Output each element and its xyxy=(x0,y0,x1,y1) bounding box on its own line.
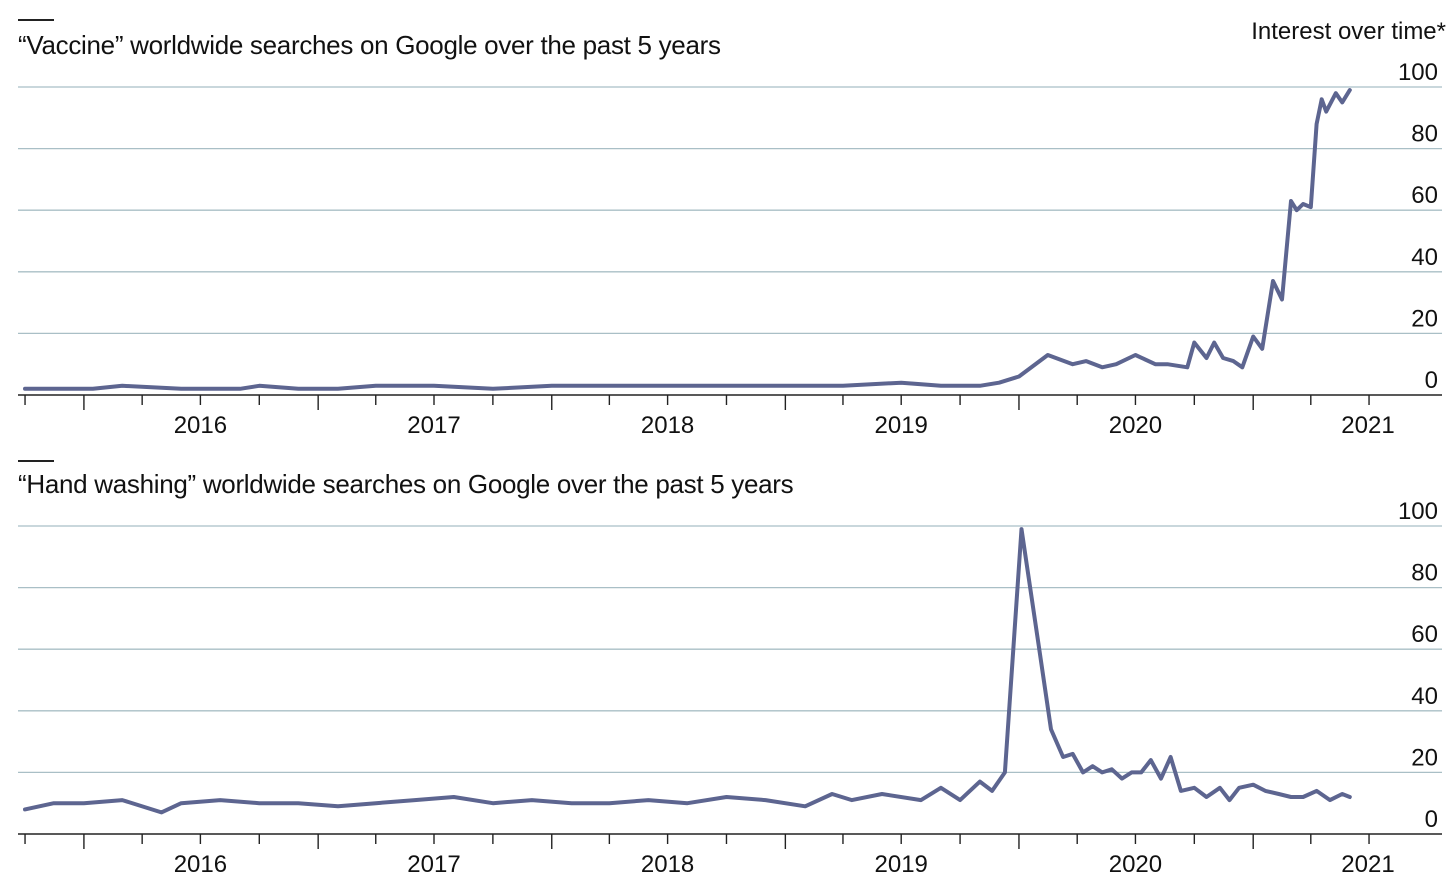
chart-2-year-label: 2018 xyxy=(641,851,694,878)
chart-2-year-label: 2016 xyxy=(174,851,227,878)
chart-1-y-tick-label: 40 xyxy=(1411,244,1438,271)
chart-2-year-label: 2021 xyxy=(1341,851,1394,878)
chart-1-series-line xyxy=(23,88,1352,391)
chart-2-y-tick-label: 40 xyxy=(1411,683,1438,710)
chart-2-y-tick-label: 20 xyxy=(1411,744,1438,771)
chart-1-year-label: 2017 xyxy=(407,412,460,439)
chart-2-year-label: 2020 xyxy=(1109,851,1162,878)
chart-1-year-label: 2021 xyxy=(1341,412,1394,439)
chart-1-y-tick-label: 60 xyxy=(1411,182,1438,209)
chart-2-title: “Hand washing” worldwide searches on Goo… xyxy=(18,469,794,499)
chart-1-units-label: Interest over time* xyxy=(1251,18,1446,45)
chart-2-y-tick-label: 100 xyxy=(1398,498,1438,525)
chart-2-year-label: 2019 xyxy=(875,851,928,878)
chart-2-year-label: 2017 xyxy=(407,851,460,878)
chart-1-y-tick-label: 100 xyxy=(1398,59,1438,86)
chart-1-title-rule xyxy=(18,19,54,21)
chart-1-year-label: 2018 xyxy=(641,412,694,439)
chart-1-year-label: 2019 xyxy=(875,412,928,439)
chart-2-series-line xyxy=(23,527,1352,815)
chart-1-year-label: 2016 xyxy=(174,412,227,439)
chart-1-y-tick-label: 80 xyxy=(1411,121,1438,148)
chart-2-y-tick-label: 0 xyxy=(1425,806,1438,833)
chart-2-title-rule xyxy=(18,460,54,462)
chart-1-year-label: 2020 xyxy=(1109,412,1162,439)
chart-1-y-tick-label: 0 xyxy=(1425,367,1438,394)
chart-1-y-tick-label: 20 xyxy=(1411,305,1438,332)
chart-1-title: “Vaccine” worldwide searches on Google o… xyxy=(18,30,721,60)
chart-2-y-tick-label: 60 xyxy=(1411,621,1438,648)
chart-2-y-tick-label: 80 xyxy=(1411,560,1438,587)
